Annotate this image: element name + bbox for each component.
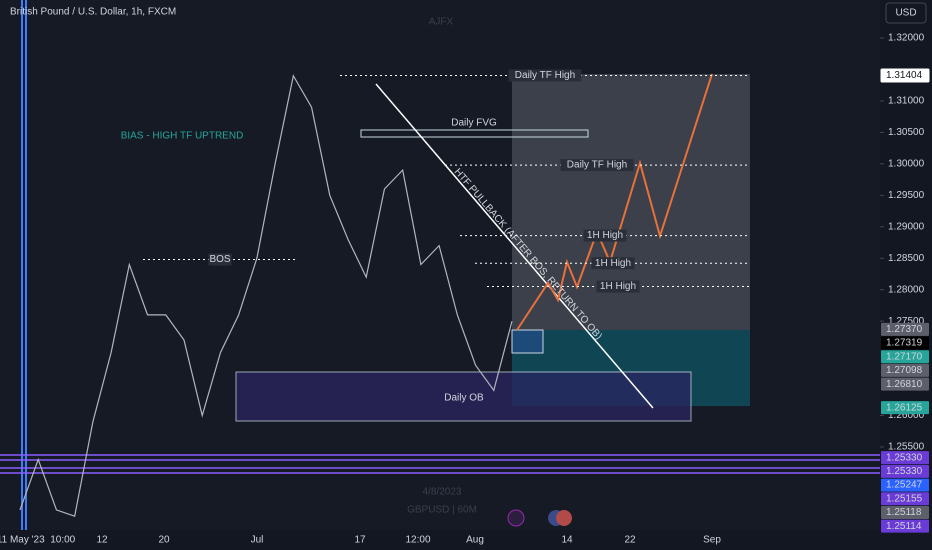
level-label-bg: [591, 257, 635, 270]
time-tick-label: 12:00: [405, 535, 430, 546]
bias-label: BIAS - HIGH TF UPTREND: [121, 131, 244, 142]
price-tag-label: 1.26810: [886, 379, 923, 390]
ob-label: Daily OB: [444, 393, 484, 404]
price-tag: [881, 401, 929, 415]
price-tag: [881, 350, 929, 364]
price-tick-label: 1.28000: [888, 284, 925, 295]
level-label: 1H High: [587, 230, 623, 241]
price-tick-label: 1.29000: [888, 221, 925, 232]
time-tick-label: 20: [158, 535, 170, 546]
time-tick-label: 11 May '23 10:00: [0, 535, 76, 546]
level-label: 1H High: [600, 281, 636, 292]
price-tag: [881, 492, 929, 506]
price-tag-label: 1.26125: [886, 402, 923, 413]
level-label-bg: [508, 69, 582, 82]
level-label: 1H High: [595, 258, 631, 269]
watermark: AJFX: [429, 17, 454, 28]
price-tag: [881, 519, 929, 533]
price-tag: [881, 377, 929, 391]
price-line: [19, 74, 513, 517]
price-tag-label: 1.31404: [886, 70, 923, 81]
price-tick-label: 1.29500: [888, 190, 925, 201]
price-tag: [881, 451, 929, 465]
projection-path: [516, 73, 713, 331]
price-tag-label: 1.25330: [886, 466, 923, 477]
time-tick-label: 17: [354, 535, 366, 546]
time-axis-bg: [0, 530, 880, 550]
price-tag: [881, 322, 929, 336]
price-tag-label: 1.27370: [886, 324, 923, 335]
price-tag-label: 1.25330: [886, 452, 923, 463]
price-tick-label: 1.30000: [888, 158, 925, 169]
price-tag-label: 1.25114: [886, 521, 922, 532]
time-tick-label: 22: [624, 535, 636, 546]
level-label: Daily TF High: [567, 160, 627, 171]
price-tick-label: 1.30500: [888, 127, 925, 138]
price-tag: [881, 478, 929, 492]
level-label-bg: [583, 229, 627, 242]
level-label-bg: [560, 159, 634, 172]
price-tag-label: 1.25247: [886, 480, 923, 491]
daily-fvg-box: [360, 129, 589, 138]
daily-ob-box: [235, 371, 692, 422]
price-tag: [881, 464, 929, 478]
price-tag-label: 1.27170: [886, 351, 923, 362]
price-tag: [880, 68, 930, 83]
trendline: [375, 83, 654, 409]
price-tag: [881, 363, 929, 377]
time-tick-label: Jul: [251, 535, 264, 546]
currency-label[interactable]: USD: [895, 8, 916, 19]
level-label: BOS: [209, 254, 230, 265]
level-label-bg: [596, 280, 640, 293]
price-tick-label: 1.31000: [888, 96, 925, 107]
replay-icon[interactable]: [507, 509, 525, 527]
time-tick-label: 12: [96, 535, 108, 546]
time-tick-label: Sep: [703, 535, 721, 546]
level-label: Daily TF High: [515, 70, 575, 81]
price-tick-label: 1.25500: [888, 442, 925, 453]
horizontal-levels: [0, 454, 880, 474]
ticker-stamp: GBPUSD | 60M: [407, 505, 477, 516]
price-tick-label: 1.26000: [888, 410, 925, 421]
price-tick-label: 1.27500: [888, 316, 925, 327]
price-tag-label: 1.27319: [886, 338, 923, 349]
fvg-label: Daily FVG: [451, 118, 497, 129]
price-tick-label: 1.28500: [888, 253, 925, 264]
price-tag: [881, 505, 929, 519]
price-tag-label: 1.27098: [886, 365, 923, 376]
price-tag-label: 1.25118: [886, 507, 922, 518]
currency-button[interactable]: [885, 2, 927, 24]
flag-icon[interactable]: [556, 510, 572, 526]
time-tick-label: 14: [561, 535, 573, 546]
price-tick-label: 1.32000: [888, 33, 925, 44]
price-tag-label: 1.25155: [886, 493, 923, 504]
symbol-title: British Pound / U.S. Dollar, 1h, FXCM: [10, 7, 176, 18]
level-label-bg: [208, 253, 232, 266]
price-tag: [881, 336, 929, 350]
time-tick-label: Aug: [466, 535, 484, 546]
ob-entry-box: [511, 329, 544, 354]
date-stamp: 4/8/2023: [423, 487, 462, 498]
